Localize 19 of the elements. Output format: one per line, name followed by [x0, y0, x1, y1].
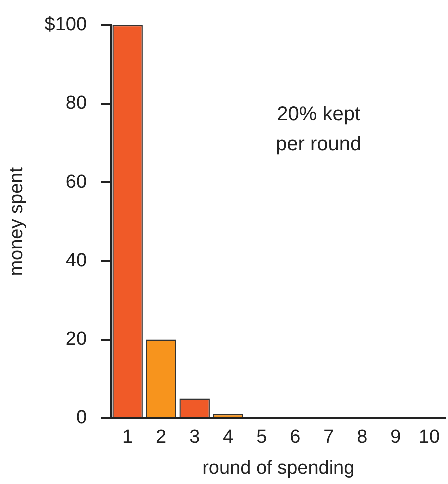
x-tick-label: 9: [390, 427, 402, 448]
y-tick-label: 40: [66, 250, 88, 272]
x-tick-label: 6: [290, 427, 301, 448]
x-tick-label: 5: [256, 427, 268, 448]
y-tick-label: 80: [66, 93, 88, 114]
y-axis-title: money spent: [6, 166, 28, 276]
y-tick-label: 60: [66, 172, 88, 193]
annotation: 20% kept per round: [276, 103, 362, 156]
x-axis-title: round of spending: [202, 458, 355, 479]
x-tick-label: 4: [223, 427, 234, 448]
x-tick-label: 10: [418, 427, 440, 448]
y-tick-label: 20: [66, 329, 88, 350]
y-tick-label: $100: [44, 14, 88, 36]
x-tick-label: 7: [324, 427, 334, 448]
x-tick-label: 1: [122, 427, 134, 448]
x-tick-label: 2: [156, 427, 167, 448]
x-tick-label: 8: [357, 427, 368, 448]
y-tick-label: 0: [76, 408, 88, 429]
x-tick-label: 3: [190, 427, 200, 448]
